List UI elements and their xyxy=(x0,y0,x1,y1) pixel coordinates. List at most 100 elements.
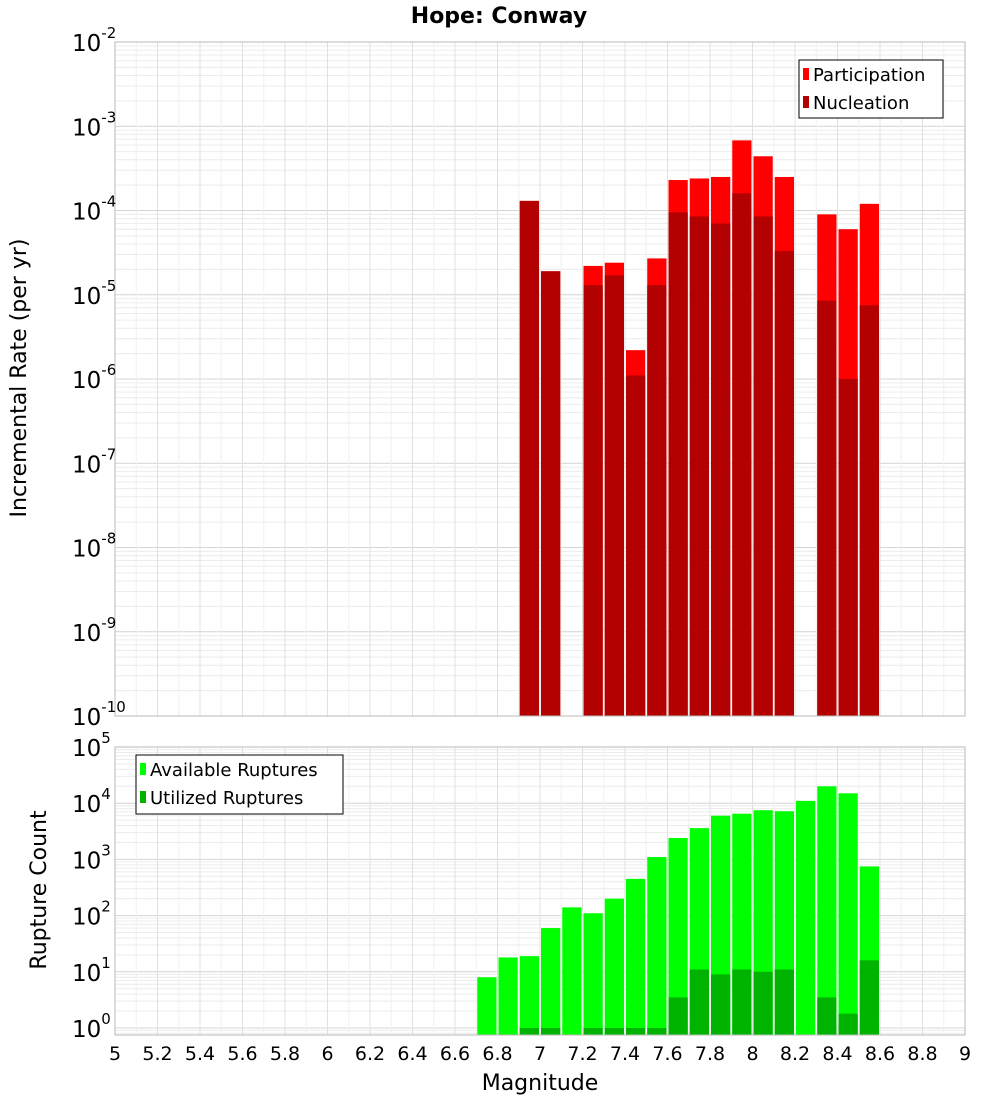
bar xyxy=(519,200,539,716)
bar xyxy=(647,1027,667,1035)
bar xyxy=(477,977,497,1035)
bar xyxy=(711,223,731,717)
bar xyxy=(753,971,773,1035)
bar xyxy=(753,216,773,716)
bottom-y-axis-label: Rupture Count xyxy=(27,810,52,970)
legend-swatch xyxy=(803,68,809,80)
legend-swatch xyxy=(140,791,146,803)
bar xyxy=(668,838,688,1035)
legend-label: Nucleation xyxy=(813,93,909,114)
y-tick-label: 104 xyxy=(72,785,111,818)
bar xyxy=(541,271,561,716)
bar xyxy=(604,275,624,716)
bar xyxy=(774,969,794,1035)
bar xyxy=(689,216,709,716)
bar xyxy=(519,1027,539,1035)
x-tick-label: 8.4 xyxy=(822,1043,852,1065)
plot-frame xyxy=(114,41,966,717)
chart-title: Hope: Conway xyxy=(411,4,587,29)
top-panel: 10-10 10-9 10-8 10-7 10-6 10-5 10-4 10-3 10-2 Par… xyxy=(72,24,966,731)
x-tick-label: 5.8 xyxy=(270,1043,300,1065)
series-utilized-ruptures xyxy=(519,960,879,1035)
bar xyxy=(732,193,752,717)
bar xyxy=(604,898,624,1035)
x-tick-label: 8 xyxy=(746,1043,758,1065)
bar xyxy=(626,878,646,1035)
y-tick-label: 10-3 xyxy=(72,108,116,141)
bar xyxy=(583,285,603,716)
x-tick-label: 7.2 xyxy=(567,1043,597,1065)
bar xyxy=(838,793,858,1035)
y-tick-label: 10-10 xyxy=(72,698,126,731)
x-tick-label: 6.6 xyxy=(440,1043,470,1065)
y-tick-label: 10-6 xyxy=(72,361,116,394)
legend-label: Available Ruptures xyxy=(150,760,318,781)
bar xyxy=(774,251,794,717)
x-tick-label: 5.2 xyxy=(142,1043,172,1065)
x-tick-label: 6 xyxy=(321,1043,333,1065)
x-tick-label: 6.2 xyxy=(355,1043,385,1065)
y-tick-label: 10-8 xyxy=(72,530,116,563)
bar xyxy=(541,1027,561,1035)
bar xyxy=(817,997,837,1035)
bottom-panel: 100 101 102 103 104 105 5 5.2 5.4 5.6 5.8 6 6.2 6.4 6.… xyxy=(72,729,971,1065)
bar xyxy=(689,969,709,1035)
bar xyxy=(498,957,518,1035)
x-tick-label: 7.6 xyxy=(652,1043,682,1065)
x-tick-label: 6.4 xyxy=(397,1043,427,1065)
x-tick-label: 7 xyxy=(534,1043,546,1065)
legend-swatch xyxy=(140,763,146,775)
x-tick-label: 8.6 xyxy=(865,1043,895,1065)
series-nucleation xyxy=(519,193,879,717)
y-tick-label: 10-4 xyxy=(72,193,116,226)
bar xyxy=(647,857,667,1035)
bar xyxy=(668,997,688,1035)
top-y-axis-label: Incremental Rate (per yr) xyxy=(7,239,32,518)
bar xyxy=(562,907,582,1035)
legend-label: Participation xyxy=(813,65,925,86)
plot-frame xyxy=(114,746,966,1036)
x-tick-label: 7.8 xyxy=(695,1043,725,1065)
x-axis-label: Magnitude xyxy=(482,1071,599,1096)
y-tick-label: 105 xyxy=(72,729,111,762)
bar xyxy=(817,300,837,716)
bar xyxy=(817,786,837,1035)
legend-box xyxy=(135,754,344,815)
bar xyxy=(583,913,603,1035)
bar xyxy=(838,1013,858,1035)
legend-box xyxy=(798,59,944,119)
y-tick-label: 103 xyxy=(72,841,111,874)
x-tick-label: 6.8 xyxy=(482,1043,512,1065)
bar xyxy=(519,956,539,1035)
x-tick-label: 9 xyxy=(959,1043,971,1065)
y-tick-label: 100 xyxy=(72,1010,111,1043)
bar xyxy=(626,375,646,716)
bar xyxy=(859,305,879,716)
x-tick-label: 8.2 xyxy=(780,1043,810,1065)
bar xyxy=(711,974,731,1035)
x-tick-label: 8.8 xyxy=(907,1043,937,1065)
bar xyxy=(859,960,879,1035)
legend-swatch xyxy=(803,96,809,108)
bar xyxy=(541,928,561,1035)
y-tick-label: 101 xyxy=(72,954,111,987)
bar xyxy=(796,800,816,1035)
grid-lines xyxy=(114,41,966,717)
bar xyxy=(647,285,667,716)
bar xyxy=(732,969,752,1035)
y-tick-label: 10-2 xyxy=(72,24,116,57)
y-tick-label: 10-7 xyxy=(72,445,116,478)
legend: Participation Nucleation xyxy=(798,59,944,119)
x-tick-label: 7.4 xyxy=(610,1043,640,1065)
bar xyxy=(838,379,858,716)
y-tick-label: 10-5 xyxy=(72,277,116,310)
legend-label: Utilized Ruptures xyxy=(150,788,303,809)
bar xyxy=(583,1027,603,1035)
x-tick-label: 5 xyxy=(109,1043,121,1065)
y-tick-label: 102 xyxy=(72,898,111,931)
y-tick-label: 10-9 xyxy=(72,614,116,647)
x-tick-label: 5.6 xyxy=(227,1043,257,1065)
x-tick-label: 5.4 xyxy=(185,1043,215,1065)
bar xyxy=(604,1027,624,1035)
